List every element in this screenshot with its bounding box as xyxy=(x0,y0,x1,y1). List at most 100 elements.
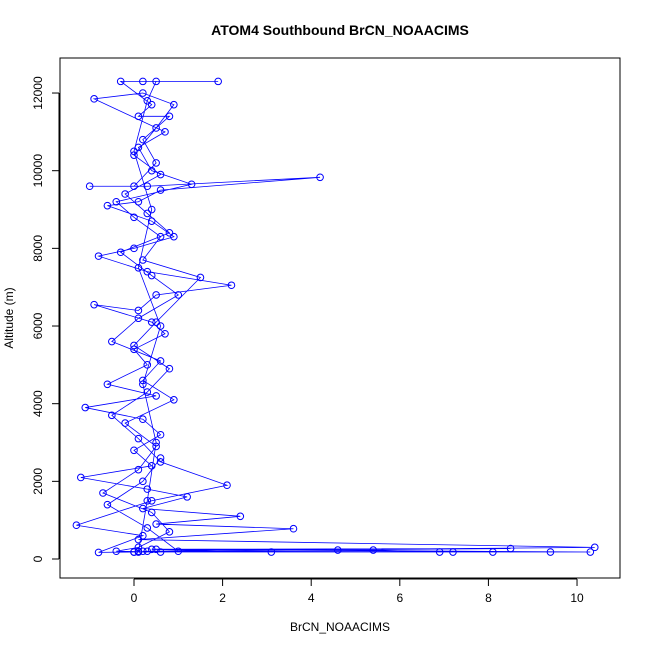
y-tick-label: 4000 xyxy=(31,390,45,417)
chart-title: ATOM4 Southbound BrCN_NOAACIMS xyxy=(211,22,469,38)
x-tick-label: 4 xyxy=(308,591,315,605)
data-point xyxy=(143,96,152,105)
data-point xyxy=(139,77,147,86)
data-point xyxy=(267,548,276,556)
data-point xyxy=(108,411,116,420)
data-point xyxy=(152,77,160,86)
data-point xyxy=(449,548,457,556)
data-point xyxy=(103,500,112,509)
data-point xyxy=(174,547,183,556)
data-point xyxy=(143,209,152,218)
y-tick-label: 8000 xyxy=(31,235,45,262)
data-point xyxy=(108,337,116,346)
data-point xyxy=(103,380,112,389)
data-point xyxy=(147,217,156,225)
data-point xyxy=(139,531,147,540)
data-point xyxy=(156,170,165,179)
data-point xyxy=(152,520,160,528)
data-point xyxy=(134,535,143,544)
data-point xyxy=(147,496,156,505)
data-point xyxy=(130,345,138,354)
data-point xyxy=(174,291,183,299)
data-point xyxy=(139,547,147,556)
data-point xyxy=(147,318,156,326)
data-point xyxy=(139,89,147,97)
data-point xyxy=(369,546,378,554)
data-point xyxy=(103,201,112,210)
data-point xyxy=(156,357,165,365)
x-tick-label: 10 xyxy=(570,591,584,605)
data-point xyxy=(134,314,143,323)
data-point xyxy=(116,77,125,86)
data-point xyxy=(72,521,81,530)
data-point xyxy=(81,403,90,412)
data-point xyxy=(165,229,174,237)
data-point xyxy=(112,197,121,206)
data-point xyxy=(236,512,245,521)
data-point xyxy=(165,112,174,121)
data-point xyxy=(546,548,555,556)
data-point xyxy=(170,100,178,109)
data-point xyxy=(152,318,160,326)
data-point xyxy=(139,477,147,486)
data-point xyxy=(156,454,165,462)
data-point xyxy=(147,271,156,280)
data-point xyxy=(134,197,143,206)
data-point xyxy=(152,159,160,167)
data-point xyxy=(152,442,160,451)
data-point xyxy=(152,124,160,132)
data-point xyxy=(147,100,156,109)
y-tick-label: 2000 xyxy=(31,468,45,495)
data-point xyxy=(152,291,160,299)
data-line xyxy=(76,80,595,553)
data-point xyxy=(90,300,98,309)
data-point xyxy=(130,147,138,156)
data-point xyxy=(134,306,143,315)
data-point xyxy=(134,465,143,474)
data-point xyxy=(196,273,205,282)
data-point xyxy=(165,528,174,536)
data-point xyxy=(170,395,178,404)
data-point xyxy=(214,77,222,86)
plot-frame xyxy=(59,57,621,579)
data-point xyxy=(139,380,147,389)
data-point xyxy=(143,496,152,505)
data-point xyxy=(99,489,107,497)
data-point xyxy=(130,182,138,191)
data-point xyxy=(152,438,160,447)
data-point xyxy=(156,186,165,194)
x-tick-label: 8 xyxy=(485,591,492,605)
data-point xyxy=(139,256,147,264)
data-point xyxy=(134,548,143,556)
data-point xyxy=(187,180,196,189)
data-point xyxy=(143,547,152,556)
data-point xyxy=(156,232,165,241)
data-point xyxy=(147,508,156,517)
data-point xyxy=(121,190,129,198)
y-tick-label: 12000 xyxy=(31,76,45,110)
data-point xyxy=(489,548,497,556)
data-point xyxy=(165,364,174,373)
data-point xyxy=(147,166,156,175)
data-point xyxy=(134,143,143,152)
data-point xyxy=(143,267,152,276)
data-point xyxy=(156,322,165,330)
data-point xyxy=(147,462,156,470)
data-point xyxy=(139,376,147,385)
data-point xyxy=(147,545,156,554)
data-point xyxy=(130,213,138,222)
data-point xyxy=(94,252,103,260)
data-point xyxy=(333,546,342,554)
data-point xyxy=(90,95,98,103)
y-tick-label: 6000 xyxy=(31,312,45,339)
x-tick-label: 2 xyxy=(219,591,226,605)
data-point xyxy=(156,548,165,556)
data-point xyxy=(289,524,298,533)
data-point xyxy=(134,434,143,443)
data-point xyxy=(161,128,169,136)
data-point xyxy=(130,341,138,350)
data-point xyxy=(85,182,94,191)
y-axis-label: Altitude (m) xyxy=(2,287,16,348)
data-point xyxy=(121,419,129,427)
